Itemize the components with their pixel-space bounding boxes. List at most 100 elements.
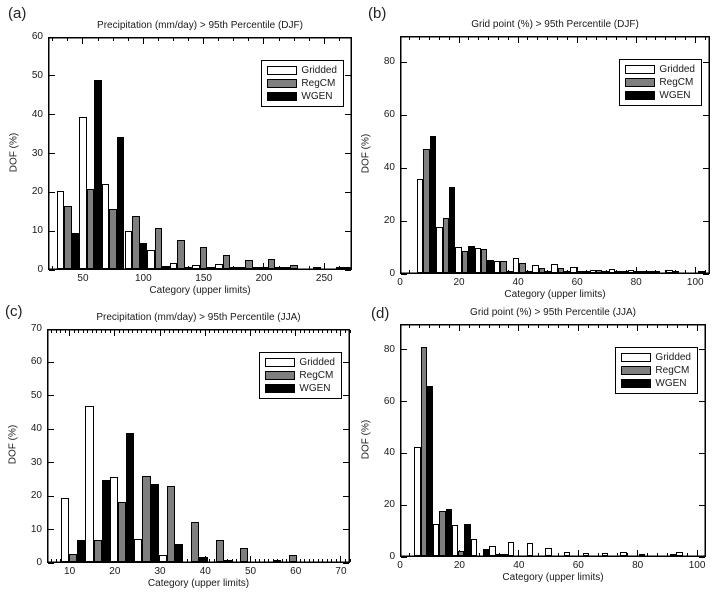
bar-wgen bbox=[429, 135, 437, 273]
panel-label: (b) bbox=[368, 5, 387, 22]
x-minor-tick bbox=[186, 559, 188, 562]
y-major-tick-right bbox=[343, 529, 349, 531]
x-minor-tick bbox=[322, 559, 324, 562]
bar-regcm bbox=[69, 554, 78, 562]
legend-row: WGEN bbox=[621, 378, 691, 389]
bar-gridded bbox=[455, 246, 462, 273]
bar-wgen bbox=[223, 560, 232, 562]
x-minor-tick-top bbox=[684, 37, 686, 40]
bar-gridded bbox=[451, 524, 459, 556]
panel-b: (b) Grid point (%) > 95th Percentile (DJ… bbox=[358, 0, 716, 301]
x-tick-label: 40 bbox=[199, 566, 211, 577]
x-minor-tick bbox=[304, 559, 306, 562]
bar-gridded bbox=[192, 265, 200, 269]
y-major-tick bbox=[49, 191, 55, 193]
bar-wgen bbox=[94, 79, 102, 269]
bar-gridded bbox=[414, 446, 421, 556]
bar-wgen bbox=[525, 271, 533, 273]
y-major-tick-right bbox=[699, 452, 705, 454]
x-tick-label: 80 bbox=[632, 560, 644, 571]
bar-gridded bbox=[470, 539, 477, 556]
bar-gridded bbox=[474, 247, 481, 273]
x-minor-tick-top bbox=[254, 330, 256, 333]
x-tick-label: 10 bbox=[64, 566, 76, 577]
legend-swatch-gridded bbox=[265, 358, 296, 367]
x-minor-tick-top bbox=[675, 37, 677, 40]
x-minor-tick-top bbox=[173, 330, 175, 333]
bar-regcm bbox=[166, 485, 175, 562]
y-tick-label: 20 bbox=[31, 186, 43, 198]
x-minor-tick-top bbox=[240, 330, 242, 333]
x-minor-tick-top bbox=[136, 330, 138, 333]
x-minor-tick-top bbox=[607, 325, 609, 328]
bar-gridded bbox=[134, 539, 143, 562]
x-minor-tick-top bbox=[263, 330, 265, 333]
bar-wgen bbox=[464, 523, 471, 556]
legend-row: RegCM bbox=[265, 370, 335, 381]
legend: Gridded RegCM WGEN bbox=[261, 60, 344, 107]
bar-regcm bbox=[634, 270, 641, 273]
x-minor-tick-top bbox=[429, 37, 431, 40]
y-major-tick bbox=[401, 220, 407, 222]
bar-wgen bbox=[670, 554, 677, 556]
bar-gridded bbox=[147, 249, 155, 269]
x-minor-tick bbox=[317, 559, 319, 562]
legend-label: RegCM bbox=[659, 77, 694, 88]
bar-regcm bbox=[423, 148, 430, 273]
bar-wgen bbox=[207, 267, 215, 269]
x-minor-tick-top bbox=[449, 325, 450, 328]
x-minor-tick-top bbox=[78, 330, 80, 333]
y-major-tick bbox=[48, 495, 54, 497]
x-minor-tick-top bbox=[177, 330, 179, 333]
bar-regcm bbox=[653, 271, 661, 273]
legend-row: WGEN bbox=[625, 90, 695, 101]
y-major-tick bbox=[49, 114, 55, 116]
x-minor-tick-top bbox=[507, 37, 509, 40]
x-minor-tick-top bbox=[200, 330, 202, 333]
x-minor-tick-top bbox=[52, 38, 54, 41]
x-minor-tick bbox=[231, 559, 233, 562]
x-major-tick-top bbox=[694, 37, 696, 43]
x-minor-tick-top bbox=[704, 37, 706, 40]
x-major-tick bbox=[340, 556, 342, 562]
y-major-tick-right bbox=[703, 273, 709, 275]
y-major-tick bbox=[48, 562, 54, 564]
legend-row: Gridded bbox=[625, 64, 695, 75]
bar-gridded bbox=[79, 117, 87, 269]
legend-label: Gridded bbox=[655, 352, 691, 363]
x-minor-tick-top bbox=[656, 325, 658, 328]
x-minor-tick bbox=[597, 553, 599, 556]
x-minor-tick-top bbox=[248, 38, 250, 41]
x-minor-tick-top bbox=[293, 38, 295, 41]
bar-wgen bbox=[448, 186, 456, 273]
bar-regcm bbox=[132, 216, 140, 269]
bar-wgen bbox=[343, 267, 351, 269]
x-minor-tick-top bbox=[277, 330, 279, 333]
x-minor-tick bbox=[335, 559, 337, 562]
x-tick-label: 60 bbox=[571, 277, 583, 288]
bar-gridded bbox=[676, 551, 683, 556]
x-minor-tick bbox=[263, 559, 265, 562]
x-minor-tick-top bbox=[157, 38, 159, 41]
bar-regcm bbox=[596, 269, 603, 273]
legend: Gridded RegCM WGEN bbox=[259, 352, 342, 399]
y-major-tick-right bbox=[703, 220, 709, 222]
bar-wgen bbox=[564, 271, 571, 273]
bar-wgen bbox=[468, 245, 475, 273]
x-minor-tick-top bbox=[278, 38, 280, 41]
bar-wgen bbox=[698, 271, 705, 273]
x-minor-tick-top bbox=[537, 37, 539, 40]
x-axis-label: Category (upper limits) bbox=[502, 572, 604, 583]
y-major-tick-right bbox=[343, 361, 349, 363]
y-tick-label: 40 bbox=[31, 108, 43, 120]
panel-d: (d) Grid point (%) > 95th Percentile (JJ… bbox=[358, 301, 716, 602]
x-minor-tick-top bbox=[647, 325, 649, 328]
x-minor-tick-top bbox=[209, 330, 211, 333]
x-minor-tick-top bbox=[168, 330, 170, 333]
x-minor-tick-top bbox=[548, 325, 550, 328]
y-tick-label: 60 bbox=[30, 356, 42, 368]
x-minor-tick-top bbox=[268, 330, 270, 333]
legend-swatch-gridded bbox=[267, 66, 298, 75]
y-tick-label: 80 bbox=[383, 56, 395, 68]
y-major-tick bbox=[49, 153, 55, 154]
